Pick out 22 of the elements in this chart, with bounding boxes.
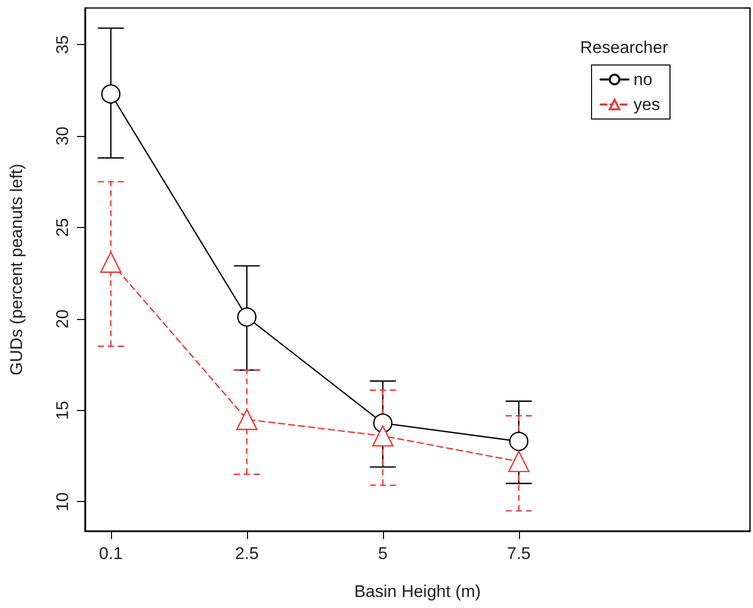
point <box>236 408 258 430</box>
x-tick-label: 5 <box>378 544 388 563</box>
x-tick-label: 2.5 <box>235 544 259 563</box>
point <box>508 450 530 472</box>
y-axis-title: GUDs (percent peanuts left) <box>7 164 26 376</box>
point <box>509 432 528 452</box>
y-tick-label: 35 <box>53 35 72 54</box>
point <box>101 84 120 104</box>
x-tick-label: 7.5 <box>506 544 531 563</box>
y-tick-label: 25 <box>53 218 72 237</box>
y-tick-label: 15 <box>53 400 72 420</box>
y-tick-label: 20 <box>53 309 72 328</box>
point <box>237 307 256 327</box>
x-axis-title: Basin Height (m) <box>354 582 481 601</box>
y-tick-label: 10 <box>53 492 72 512</box>
legend-label: no <box>634 70 652 89</box>
point <box>372 425 394 447</box>
point <box>100 252 122 273</box>
legend-label: yes <box>634 95 660 114</box>
legend-title: Researcher <box>580 38 668 57</box>
y-tick-label: 30 <box>53 126 72 146</box>
x-tick-label: 0.1 <box>99 544 123 563</box>
